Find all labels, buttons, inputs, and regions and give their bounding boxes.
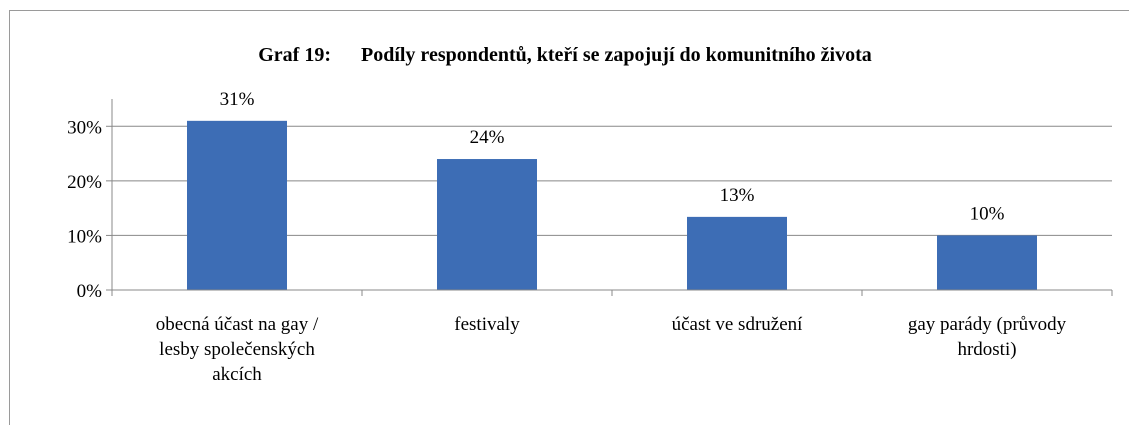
x-tick-label: gay parády (průvody hrdosti) [908, 314, 1067, 360]
x-tick-label: obecná účast na gay / lesby společenských… [156, 314, 319, 385]
y-tick-label: 0% [77, 281, 103, 302]
chart-title: Graf 19: Podíly respondentů, kteří se za… [258, 44, 872, 66]
data-label: 31% [220, 89, 255, 110]
x-tick-label: účast ve sdružení [672, 314, 804, 335]
y-tick-label: 30% [67, 117, 102, 138]
y-tick-label: 20% [67, 172, 102, 193]
data-label: 24% [470, 127, 505, 148]
data-label: 10% [970, 203, 1005, 224]
bar [437, 159, 537, 290]
bar [687, 216, 787, 290]
bar [187, 120, 287, 290]
bar [937, 235, 1037, 290]
data-label: 13% [720, 185, 755, 206]
y-tick-label: 10% [67, 226, 102, 247]
x-tick-label: festivaly [454, 314, 520, 335]
